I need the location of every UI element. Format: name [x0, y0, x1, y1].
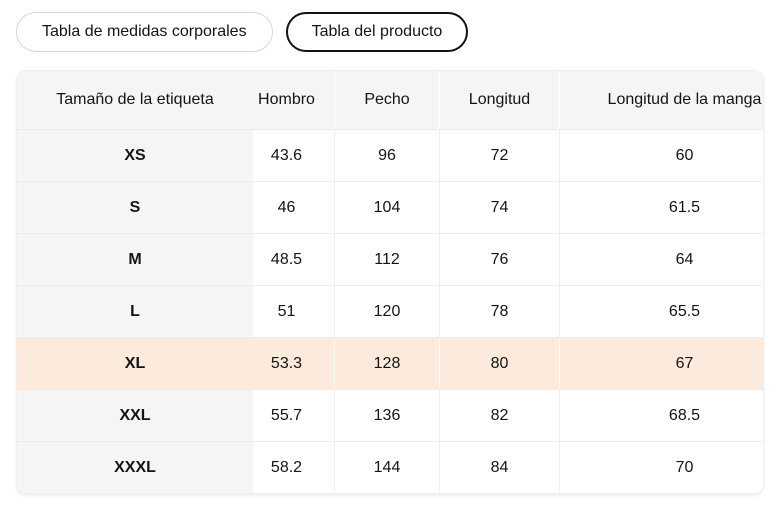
size-label-cell: XXXL — [17, 441, 253, 493]
value-cell: 67 — [559, 337, 763, 389]
size-table-card: Tamaño de la etiqueta Hombro Pecho Longi… — [16, 70, 764, 494]
value-cell: 48.5 — [238, 233, 334, 285]
size-label-cell: XXL — [17, 389, 253, 441]
size-label-cell: XS — [17, 129, 253, 181]
value-cell: 76 — [439, 233, 559, 285]
column-header-length: Longitud — [439, 71, 559, 129]
table-row-xl-highlighted: XL 53.3 128 80 67 — [17, 337, 763, 389]
column-header-label-size: Tamaño de la etiqueta — [17, 71, 253, 129]
value-cell: 136 — [334, 389, 439, 441]
table-row-xs: XS 43.6 96 72 60 — [17, 129, 763, 181]
size-label-cell: S — [17, 181, 253, 233]
value-cell: 70 — [559, 441, 763, 493]
value-cell: 80 — [439, 337, 559, 389]
size-label-cell: XL — [17, 337, 253, 389]
size-chart-tabs: Tabla de medidas corporales Tabla del pr… — [16, 12, 766, 52]
size-table-scroll[interactable]: Tamaño de la etiqueta Hombro Pecho Longi… — [17, 71, 763, 493]
size-chart-page: Tabla de medidas corporales Tabla del pr… — [16, 12, 766, 494]
table-row-m: M 48.5 112 76 64 — [17, 233, 763, 285]
value-cell: 43.6 — [238, 129, 334, 181]
table-row-s: S 46 104 74 61.5 — [17, 181, 763, 233]
value-cell: 58.2 — [238, 441, 334, 493]
value-cell: 96 — [334, 129, 439, 181]
value-cell: 74 — [439, 181, 559, 233]
tab-product-table[interactable]: Tabla del producto — [285, 12, 469, 52]
value-cell: 112 — [334, 233, 439, 285]
value-cell: 61.5 — [559, 181, 763, 233]
column-header-sleeve-length: Longitud de la manga — [559, 71, 763, 129]
column-header-shoulder: Hombro — [238, 71, 334, 129]
value-cell: 65.5 — [559, 285, 763, 337]
value-cell: 128 — [334, 337, 439, 389]
value-cell: 55.7 — [238, 389, 334, 441]
value-cell: 120 — [334, 285, 439, 337]
column-header-chest: Pecho — [334, 71, 439, 129]
value-cell: 104 — [334, 181, 439, 233]
table-row-xxxl: XXXL 58.2 144 84 70 — [17, 441, 763, 493]
value-cell: 84 — [439, 441, 559, 493]
value-cell: 60 — [559, 129, 763, 181]
value-cell: 78 — [439, 285, 559, 337]
value-cell: 64 — [559, 233, 763, 285]
value-cell: 82 — [439, 389, 559, 441]
tab-body-measurements[interactable]: Tabla de medidas corporales — [16, 12, 273, 52]
value-cell: 144 — [334, 441, 439, 493]
table-header-row: Tamaño de la etiqueta Hombro Pecho Longi… — [17, 71, 763, 129]
value-cell: 53.3 — [238, 337, 334, 389]
value-cell: 72 — [439, 129, 559, 181]
table-row-xxl: XXL 55.7 136 82 68.5 — [17, 389, 763, 441]
value-cell: 68.5 — [559, 389, 763, 441]
size-table: Tamaño de la etiqueta Hombro Pecho Longi… — [17, 71, 763, 493]
size-label-cell: M — [17, 233, 253, 285]
size-label-cell: L — [17, 285, 253, 337]
table-row-l: L 51 120 78 65.5 — [17, 285, 763, 337]
